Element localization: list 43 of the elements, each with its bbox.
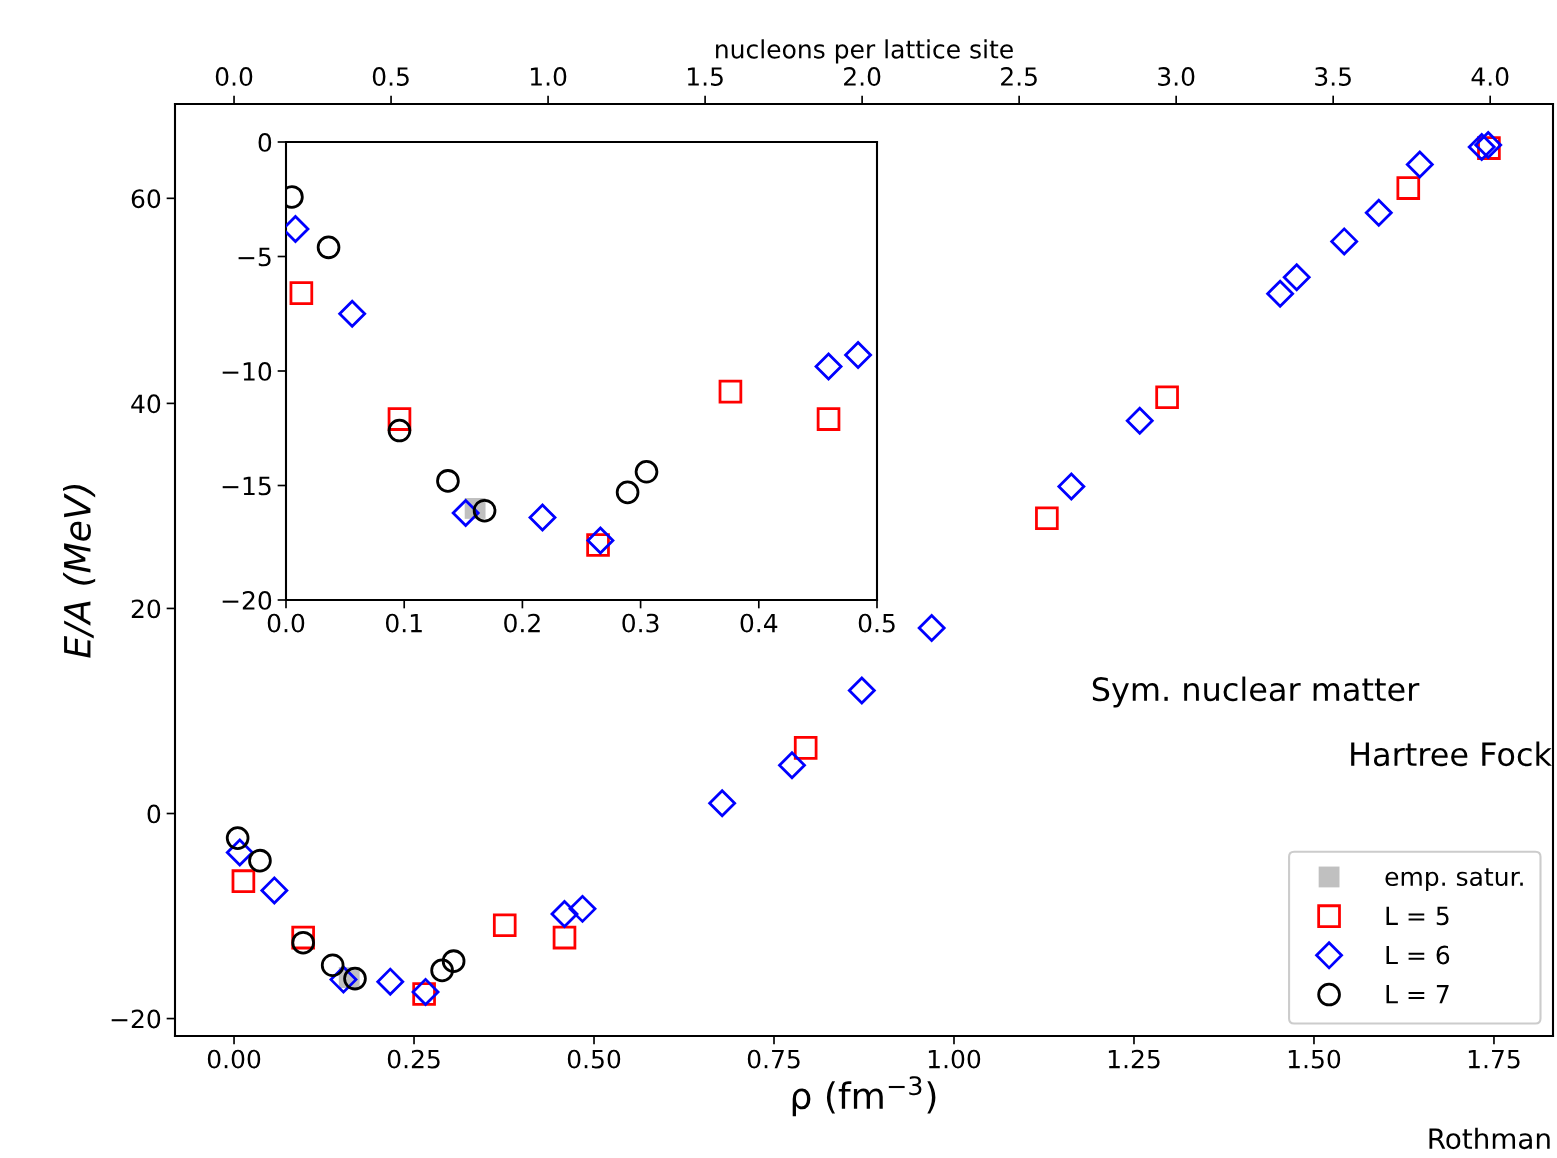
x2-tick-label: 1.5: [687, 67, 723, 86]
annotation: Hartree Fock: [1351, 741, 1552, 767]
y-tick-label: 60: [131, 189, 161, 209]
x2-tick-label: 0.0: [215, 67, 253, 86]
y-tick-label: −10: [222, 361, 272, 381]
x-tick-label: 1.75: [1468, 1049, 1520, 1069]
x2-axis-title: nucleons per lattice site: [716, 39, 1013, 64]
x-tick-label: 1.00: [928, 1049, 981, 1069]
y-tick-label: 20: [131, 599, 161, 619]
legend-label: L = 7: [1386, 985, 1449, 1004]
annotation: Sym. nuclear matter: [1092, 676, 1420, 708]
x-tick-label: 1.25: [1108, 1049, 1160, 1069]
x-tick-label: 0.50: [567, 1049, 621, 1069]
y-tick-label: 0: [147, 804, 161, 824]
x2-tick-label: 3.5: [1315, 67, 1351, 86]
y-tick-label: −5: [238, 247, 271, 267]
x2-tick-label: 0.5: [372, 67, 409, 86]
y-tick-label: −15: [222, 476, 271, 496]
x2-tick-label: 2.5: [1001, 67, 1037, 86]
x2-tick-label: 2.0: [844, 67, 881, 86]
legend-label: emp. satur.: [1385, 868, 1523, 891]
y-tick-label: −20: [222, 590, 272, 610]
x2-tick-label: 4.0: [1471, 67, 1509, 86]
x-tick-label: 0.00: [207, 1049, 261, 1069]
x-axis-title: ρ (fm$^{−3}$): [792, 1076, 936, 1117]
text: Rothman: [1429, 1127, 1550, 1150]
legend-label: L = 6: [1386, 945, 1450, 965]
x-tick-label: 0.2: [504, 613, 540, 633]
y-tick-label: −20: [111, 1009, 161, 1029]
y-tick-label: 40: [131, 394, 161, 414]
y-axis-title: E/A (MeV): [63, 484, 96, 658]
x-tick-label: 0.4: [740, 613, 778, 633]
x-tick-label: 0.5: [858, 613, 895, 633]
x-tick-label: 0.25: [387, 1049, 440, 1069]
x-tick-label: 0.1: [385, 613, 422, 633]
y-tick-label: 0: [258, 132, 272, 152]
x-tick-label: 0.0: [267, 613, 305, 633]
x-tick-label: 0.3: [622, 613, 659, 633]
x-tick-label: 0.75: [747, 1049, 800, 1069]
x2-tick-label: 3.0: [1158, 67, 1195, 86]
legend-label: L = 5: [1386, 906, 1449, 926]
x-tick-label: 1.50: [1288, 1049, 1341, 1069]
x2-tick-label: 1.0: [530, 67, 567, 86]
